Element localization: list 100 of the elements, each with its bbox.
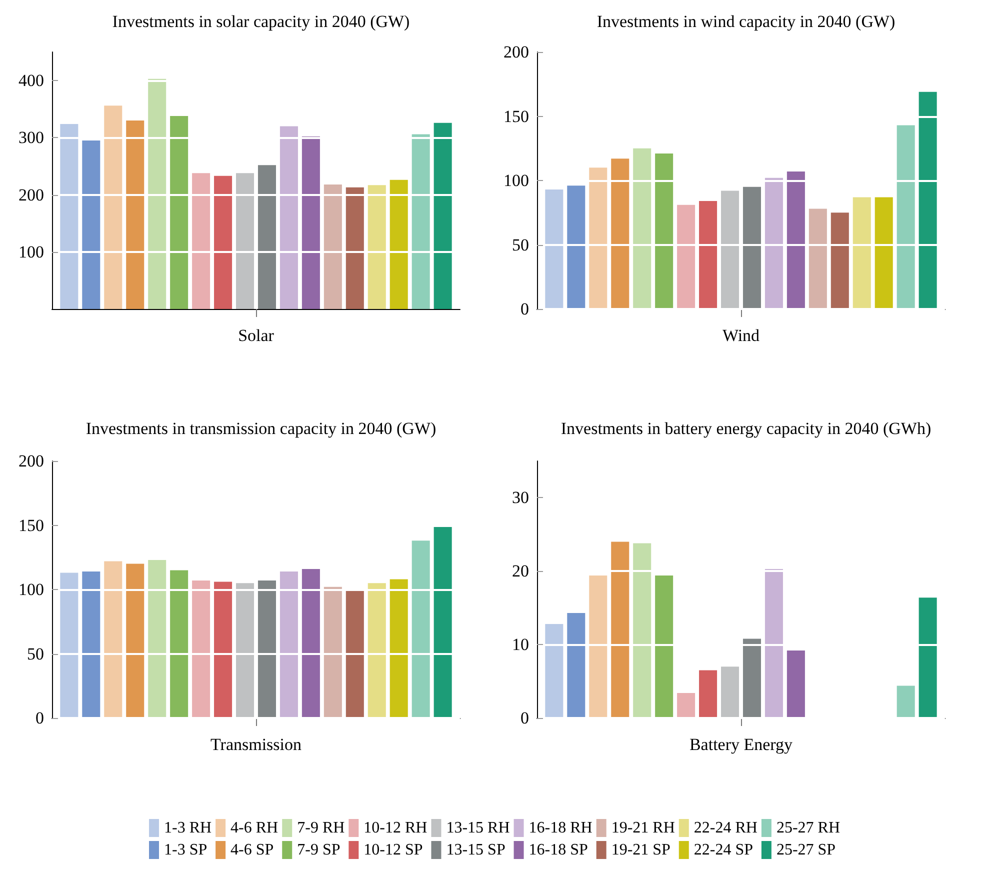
bar [258, 165, 276, 309]
y-tick-label: 10 [512, 635, 529, 654]
bar [918, 92, 937, 309]
y-tick-label: 300 [18, 128, 44, 148]
bar [390, 180, 408, 309]
bar [896, 125, 915, 309]
bar [148, 78, 166, 309]
bar [633, 543, 652, 718]
bar [633, 148, 652, 309]
y-tick-label: 0 [36, 708, 44, 728]
bar [60, 124, 78, 309]
legend-label: 10-12 RH [364, 820, 428, 836]
legend-label: 4-6 RH [230, 820, 279, 836]
bar [412, 134, 430, 309]
bar [786, 172, 805, 309]
chart-title: Investments in solar capacity in 2040 (GW) [112, 12, 410, 31]
x-tick-label: Battery Energy [689, 735, 794, 754]
y-tick-label: 100 [18, 580, 44, 599]
bar [808, 208, 827, 309]
bar [589, 576, 608, 718]
bar [82, 140, 100, 309]
bar [852, 197, 871, 309]
y-tick-label: 0 [520, 300, 529, 318]
chart-title: Investments in wind capacity in 2040 (GW) [596, 12, 896, 31]
bar [545, 189, 564, 309]
bar [545, 624, 564, 718]
legend-label: 13-15 SP [446, 842, 506, 858]
bar [192, 173, 210, 309]
legend-label: 13-15 RH [446, 820, 510, 836]
bar [764, 178, 783, 309]
legend-label: 10-12 SP [364, 842, 423, 858]
bar [742, 186, 761, 309]
chart-title: Investments in transmission capacity in 2040 (GW) [86, 419, 436, 438]
bar [655, 576, 674, 718]
bar [258, 580, 276, 718]
bar [170, 570, 188, 718]
bar [567, 612, 586, 718]
legend-label: 19-21 SP [611, 842, 671, 858]
bar [742, 638, 761, 718]
bar [611, 542, 630, 718]
y-tick-label: 200 [18, 452, 44, 470]
legend-label: 22-24 RH [694, 820, 758, 836]
bar [412, 540, 430, 718]
bar [192, 580, 210, 718]
bar [302, 568, 320, 718]
bar [170, 116, 188, 309]
y-tick-label: 100 [504, 171, 529, 190]
bar [874, 197, 893, 309]
bar [214, 176, 232, 309]
bar [896, 686, 915, 718]
legend-label: 1-3 SP [164, 842, 208, 858]
bar [368, 185, 386, 309]
y-tick-label: 50 [512, 235, 529, 254]
bar [346, 187, 364, 309]
bar [368, 583, 386, 718]
bar [434, 525, 452, 718]
bar [567, 186, 586, 309]
y-tick-label: 20 [512, 562, 529, 581]
bar [148, 560, 166, 718]
y-tick-label: 150 [504, 106, 529, 126]
bar [82, 572, 100, 718]
legend-label: 7-9 RH [297, 820, 346, 836]
legend-label: 1-3 RH [164, 820, 212, 836]
x-tick-label: Solar [238, 326, 274, 345]
bar [721, 190, 740, 309]
bar [104, 106, 122, 309]
bar [390, 579, 408, 718]
y-tick-label: 100 [18, 242, 44, 262]
bar [214, 582, 232, 718]
y-tick-label: 200 [18, 185, 44, 204]
legend-label: 22-24 SP [694, 842, 754, 858]
bar [280, 126, 298, 309]
bar [611, 158, 630, 309]
bar [764, 568, 783, 718]
bar [126, 564, 144, 718]
bar [236, 583, 254, 718]
y-tick-label: 30 [512, 488, 529, 508]
bar [346, 590, 364, 718]
legend-label: 25-27 RH [776, 820, 840, 836]
y-tick-label: 400 [18, 71, 44, 90]
bar [324, 184, 342, 309]
bar [126, 120, 144, 309]
legend-label: 4-6 SP [230, 842, 274, 858]
bar [699, 201, 718, 309]
y-tick-label: 50 [27, 644, 44, 664]
legend-label: 16-18 SP [528, 842, 588, 858]
bar [104, 561, 122, 718]
x-tick-label: Transmission [210, 735, 302, 754]
bar [677, 693, 696, 718]
bar [60, 572, 78, 718]
y-tick-label: 150 [18, 516, 44, 535]
legend-label: 16-18 RH [528, 820, 593, 836]
bar [721, 666, 740, 718]
bar [830, 212, 849, 309]
bar [786, 650, 805, 718]
bar [324, 586, 342, 718]
legend-label: 25-27 SP [776, 842, 836, 858]
legend-label: 7-9 SP [297, 842, 340, 858]
bar [918, 598, 937, 718]
bar [302, 136, 320, 309]
